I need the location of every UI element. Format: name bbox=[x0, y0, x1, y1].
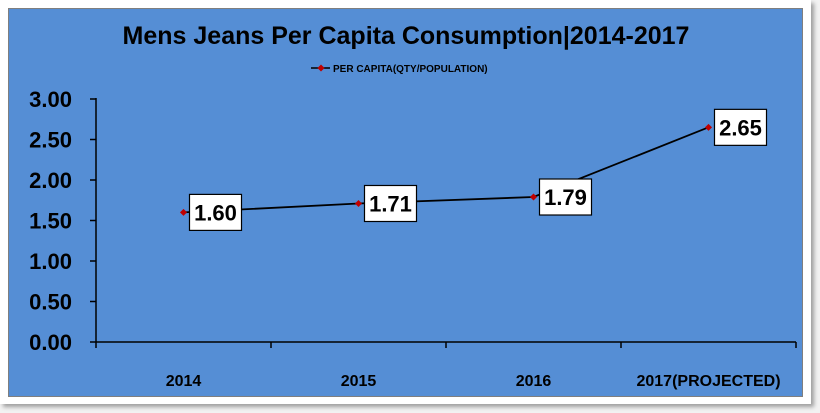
x-tick-label: 2014 bbox=[166, 373, 202, 390]
legend-label: PER CAPITA(QTY/POPULATION) bbox=[333, 64, 488, 75]
y-ticks: 0.00 0.50 1.00 1.50 2.00 2.50 3.00 bbox=[29, 87, 96, 355]
y-tick-label: 1.50 bbox=[29, 209, 72, 234]
data-label-box bbox=[713, 108, 768, 146]
y-tick-label: 1.00 bbox=[29, 249, 72, 274]
y-tick-label: 2.50 bbox=[29, 128, 72, 153]
y-tick-label: 0.00 bbox=[29, 330, 72, 355]
y-tick-label: 2.00 bbox=[29, 168, 72, 193]
x-tick-label: 2015 bbox=[341, 373, 377, 390]
data-labels: 1.60 1.71 1.79 2.65 bbox=[188, 108, 768, 231]
x-tick-label: 2017(PROJECTED) bbox=[636, 373, 780, 390]
data-label-box bbox=[538, 178, 593, 216]
data-point-marker bbox=[179, 208, 188, 216]
chart-title: Mens Jeans Per Capita Consumption|2014-2… bbox=[123, 22, 690, 50]
data-label: 1.79 bbox=[538, 178, 593, 216]
data-point-marker bbox=[704, 123, 713, 131]
series-line bbox=[179, 123, 713, 216]
data-label: 1.60 bbox=[188, 193, 243, 231]
x-tick-label: 2016 bbox=[516, 373, 552, 390]
data-label-text: 2.65 bbox=[719, 115, 762, 140]
data-label-text: 1.71 bbox=[369, 191, 412, 216]
series-polyline bbox=[183, 126, 709, 214]
y-tick-label: 0.50 bbox=[29, 290, 72, 315]
data-label-text: 1.79 bbox=[544, 185, 587, 210]
x-ticks: 2014 2015 2016 2017(PROJECTED) bbox=[95, 342, 797, 390]
data-label-text: 1.60 bbox=[194, 200, 237, 225]
data-label-box bbox=[188, 193, 243, 231]
data-point-marker bbox=[354, 199, 363, 208]
data-label-box bbox=[363, 184, 418, 223]
legend-marker bbox=[317, 64, 325, 72]
data-point-marker bbox=[529, 193, 538, 201]
data-label: 2.65 bbox=[713, 108, 768, 146]
data-label: 1.71 bbox=[363, 184, 418, 223]
legend: PER CAPITA(QTY/POPULATION) bbox=[311, 64, 488, 75]
y-tick-label: 3.00 bbox=[29, 87, 72, 112]
